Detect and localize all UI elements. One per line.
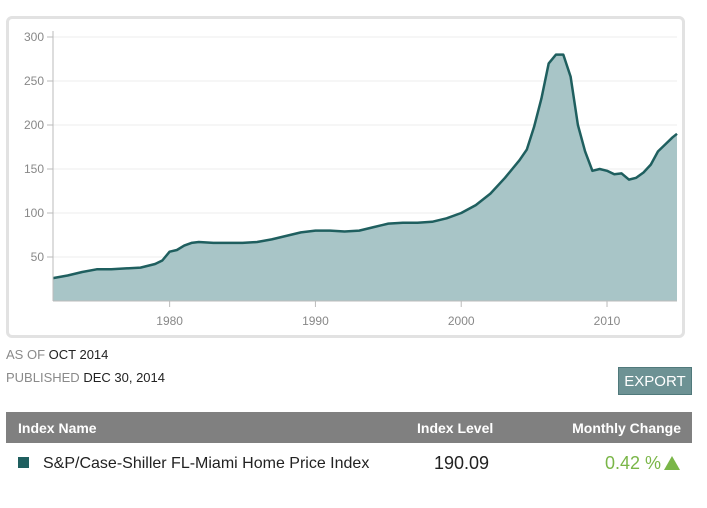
as-of-line: AS OF OCT 2014 <box>6 347 108 362</box>
series-area-fill <box>53 54 677 301</box>
published-line: PUBLISHED DEC 30, 2014 <box>6 370 165 385</box>
table-row: S&P/Case-Shiller FL-Miami Home Price Ind… <box>6 443 692 503</box>
column-header-index-level[interactable]: Index Level <box>417 420 494 436</box>
series-color-swatch <box>18 457 29 468</box>
x-tick-label-1980: 1980 <box>156 314 183 328</box>
chart-frame: 50 100 150 200 250 300 1980 1990 2000 2010 <box>6 16 685 338</box>
y-tick-label-250: 250 <box>24 74 44 88</box>
table-header: Index Name Index Level Monthly Change <box>6 412 692 443</box>
as-of-value: OCT 2014 <box>48 347 109 362</box>
y-tick-label-300: 300 <box>24 30 44 44</box>
home-price-chart: 50 100 150 200 250 300 1980 1990 2000 2010 <box>24 30 678 328</box>
x-tick-label-1990: 1990 <box>302 314 329 328</box>
column-header-monthly-change[interactable]: Monthly Change <box>572 420 681 436</box>
export-button[interactable]: EXPORT <box>618 367 692 395</box>
y-tick-label-50: 50 <box>31 250 45 264</box>
monthly-change-value: 0.42 % <box>604 453 661 473</box>
published-value: DEC 30, 2014 <box>83 370 165 385</box>
x-tick-label-2000: 2000 <box>448 314 475 328</box>
published-label: PUBLISHED <box>6 370 80 385</box>
y-tick-label-100: 100 <box>24 206 44 220</box>
as-of-label: AS OF <box>6 347 46 362</box>
monthly-change-cell: 0.42 % <box>605 453 680 474</box>
index-level-cell: 190.09 <box>434 453 490 473</box>
column-header-index-name[interactable]: Index Name <box>18 420 97 436</box>
y-tick-label-150: 150 <box>24 162 44 176</box>
up-arrow-icon <box>664 456 680 470</box>
index-name-cell: S&P/Case-Shiller FL-Miami Home Price Ind… <box>43 455 370 472</box>
y-tick-label-200: 200 <box>24 118 44 132</box>
x-tick-label-2010: 2010 <box>594 314 621 328</box>
series-line <box>52 53 678 280</box>
